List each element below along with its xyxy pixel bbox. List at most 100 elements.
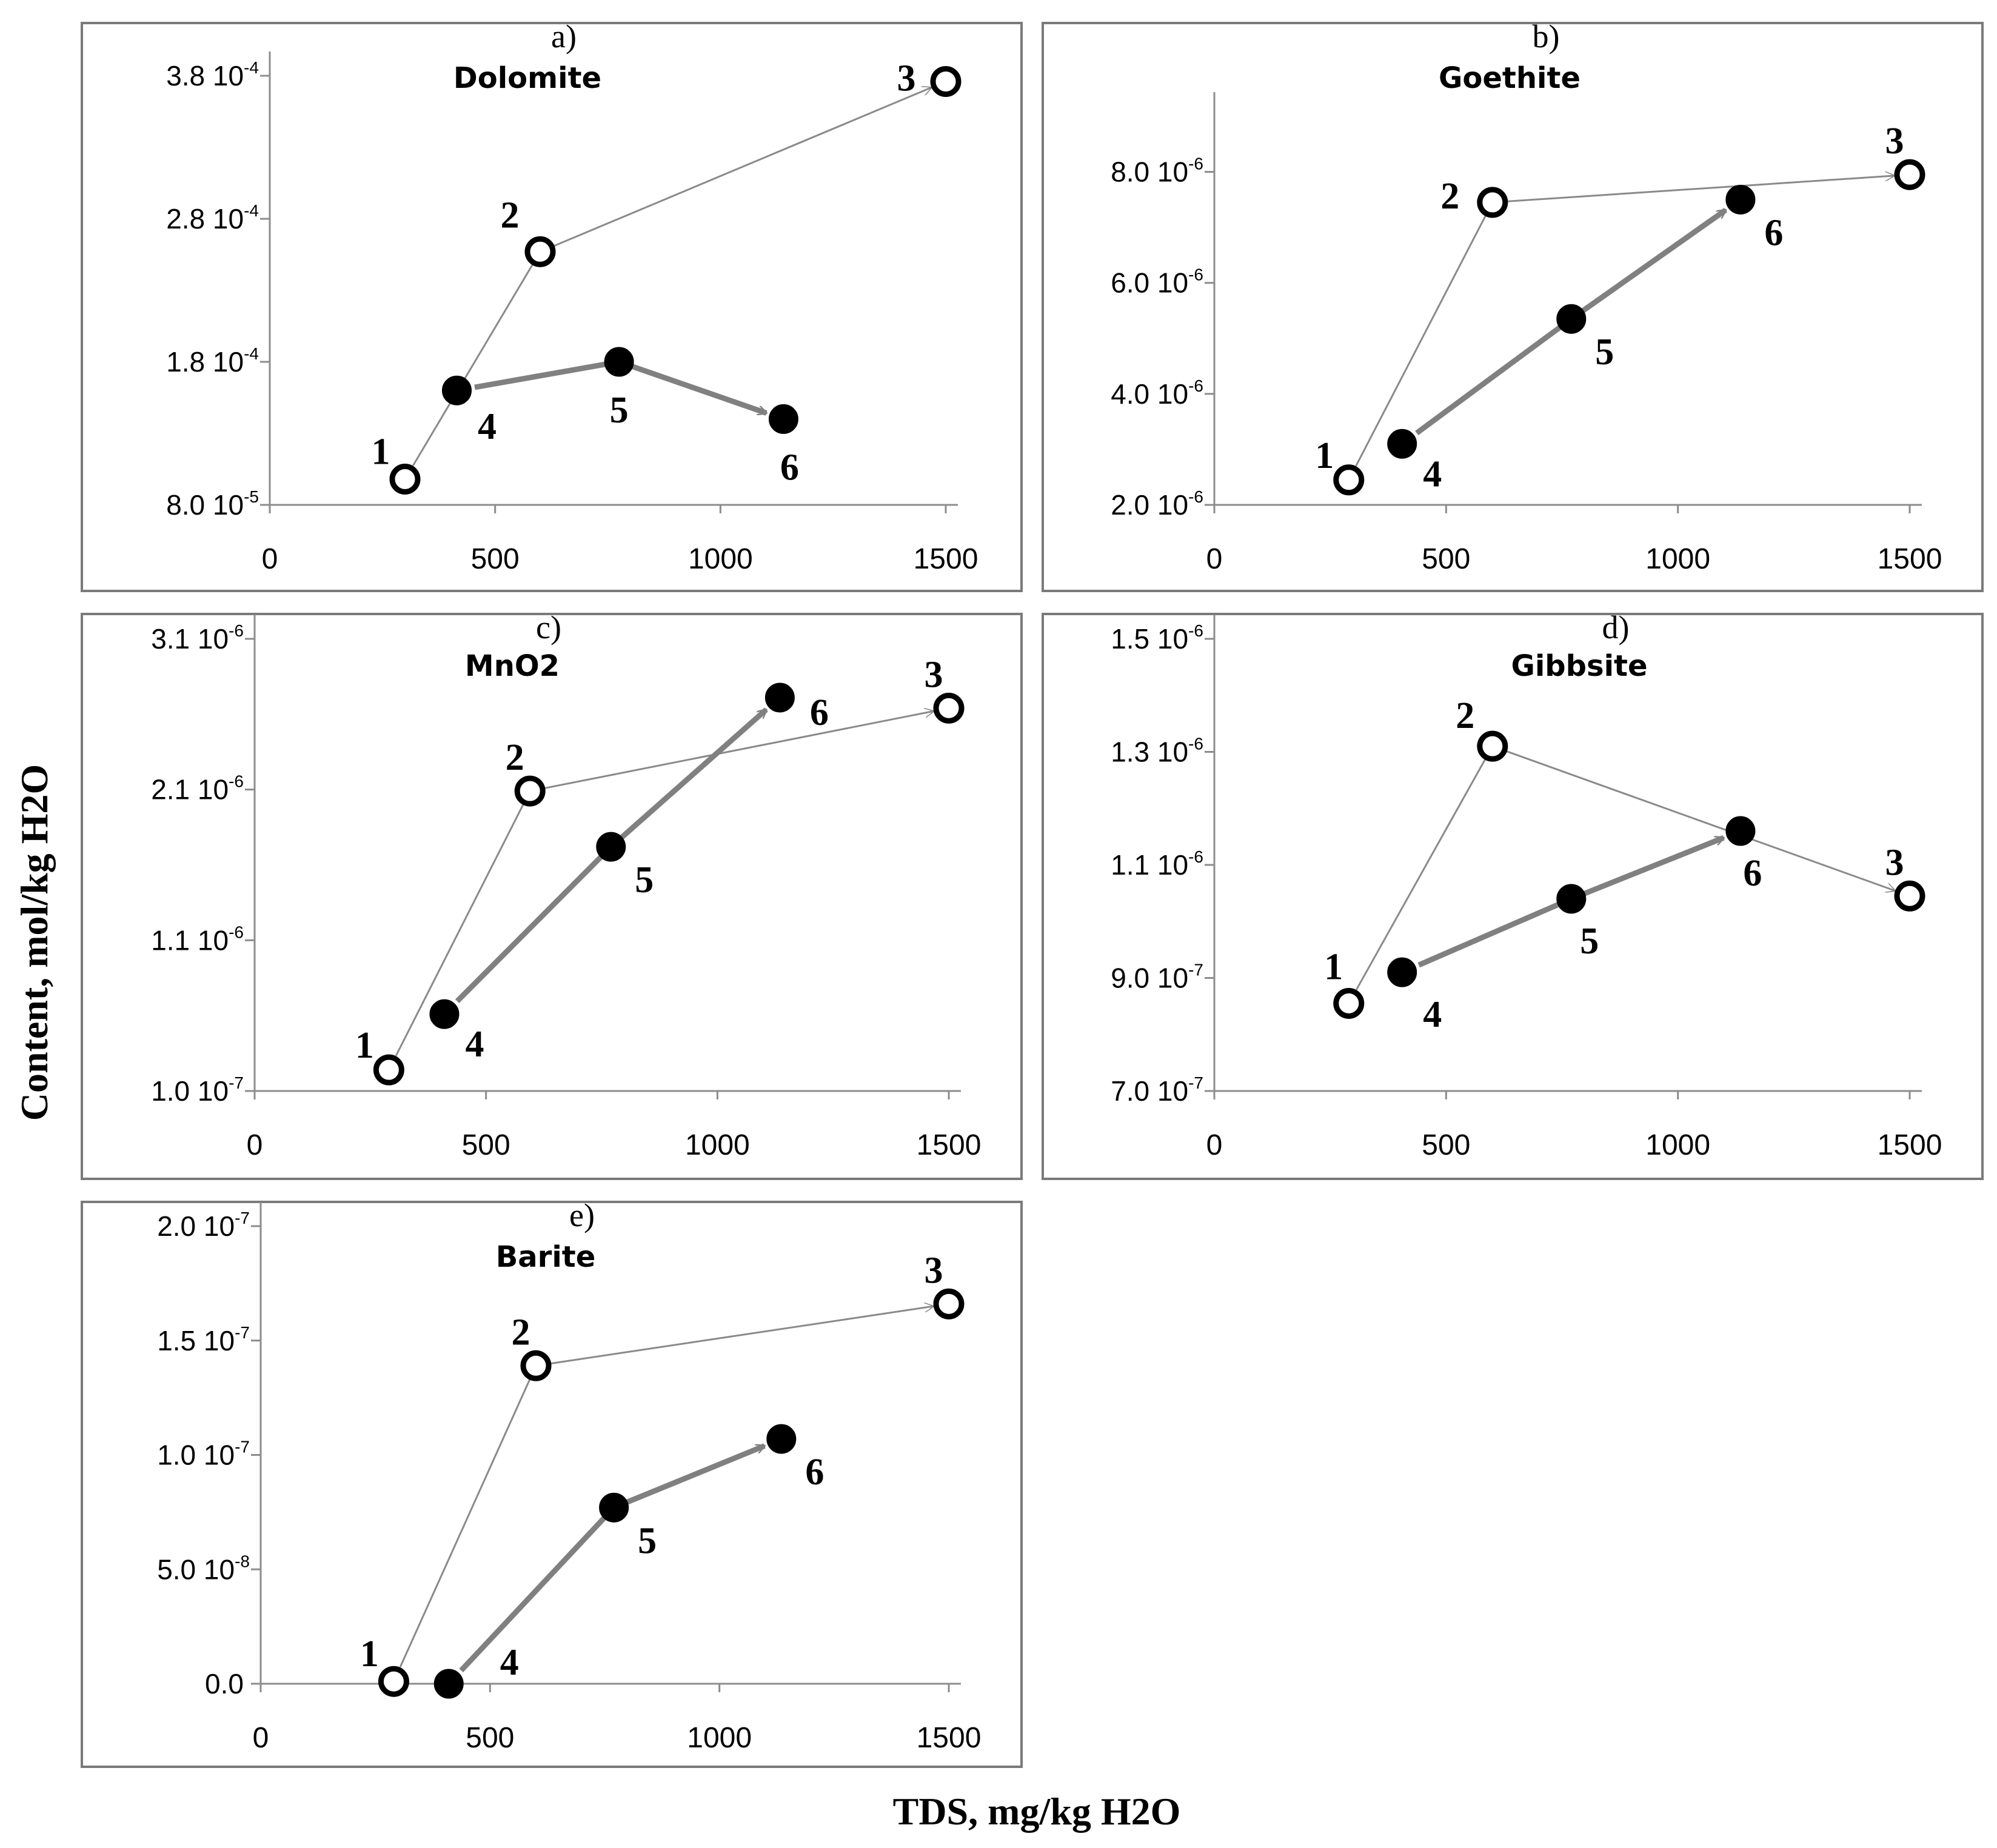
data-point-label-6: 6: [780, 447, 799, 488]
data-point-3: [1894, 159, 1925, 190]
data-point-label-1: 1: [1324, 946, 1343, 987]
data-point-2: [520, 1350, 552, 1381]
y-tick-label: 9.0 10-7: [1111, 961, 1203, 994]
chart-panel-barite: 0.0 5.0 10-8 1.0 10-7 1.5 10-7 2.0 10-7 0 500 1…: [81, 1197, 1023, 1768]
x-tick-label: 0: [1206, 1129, 1223, 1161]
data-point-label-3: 3: [925, 1250, 943, 1291]
y-tick-label: 1.1 10-6: [1111, 847, 1203, 881]
data-point-5: [1556, 884, 1587, 914]
data-point-label-5: 5: [635, 859, 654, 901]
panel-title: Barite: [496, 1240, 596, 1274]
y-tick-label: 1.3 10-6: [1111, 735, 1203, 768]
y-tick-label: 5.0 10-8: [157, 1552, 250, 1585]
y-tick-label: 8.0 10-5: [166, 487, 259, 521]
panel-letter: d): [1602, 609, 1630, 645]
data-point-3: [1894, 880, 1925, 912]
y-tick-label: 3.1 10-6: [151, 621, 244, 655]
data-point-6: [768, 404, 798, 434]
y-tick-label: 1.5 10-6: [1111, 621, 1203, 655]
data-point-1: [373, 1054, 404, 1086]
data-point-label-2: 2: [512, 1312, 530, 1353]
data-point-label-4: 4: [1423, 994, 1442, 1035]
chart-panel-gibbsite: 7.0 10-7 9.0 10-7 1.1 10-6 1.3 10-6 1.5 10-6…: [1042, 609, 1984, 1180]
data-point-label-2: 2: [506, 737, 524, 778]
x-tick-label: 1000: [1645, 1129, 1710, 1161]
data-point-6: [1725, 816, 1756, 846]
y-tick-label: 1.1 10-6: [151, 922, 244, 956]
data-point-4: [1387, 957, 1417, 987]
x-tick-label: 0: [253, 1722, 269, 1754]
x-tick-label: 1500: [917, 1129, 982, 1161]
y-tick-label: 2.0 10-7: [157, 1209, 250, 1242]
y-tick-label: 6.0 10-6: [1111, 265, 1203, 299]
panel-frame: [81, 22, 1023, 592]
panel-title: Dolomite: [453, 61, 601, 95]
data-point-label-5: 5: [638, 1520, 657, 1561]
data-point-3: [933, 692, 965, 724]
chart-panel-mno2: 1.0 10-7 1.1 10-6 2.1 10-6 3.1 10-6 0 500 1000…: [81, 609, 1023, 1180]
data-point-2: [524, 236, 556, 267]
data-point-label-3: 3: [925, 654, 943, 695]
chart-panel-goethite: 2.0 10-6 4.0 10-6 6.0 10-6 8.0 10-6 0 500 1000…: [1042, 18, 1984, 592]
x-axis-title: TDS, mg/kg H2O: [893, 1790, 1181, 1833]
data-point-label-6: 6: [805, 1452, 824, 1493]
y-tick-label: 3.8 10-4: [166, 58, 259, 92]
x-tick-label: 500: [471, 543, 520, 575]
x-tick-label: 500: [466, 1722, 514, 1754]
x-tick-label: 1500: [1878, 1129, 1942, 1161]
data-point-label-6: 6: [810, 692, 829, 733]
data-point-label-1: 1: [360, 1633, 379, 1675]
y-tick-label: 1.5 10-7: [157, 1323, 250, 1356]
data-point-1: [389, 464, 421, 495]
data-point-label-2: 2: [1440, 176, 1459, 217]
data-point-label-5: 5: [610, 390, 629, 431]
data-point-4: [441, 375, 472, 405]
data-point-label-1: 1: [355, 1025, 374, 1066]
data-point-label-3: 3: [1885, 121, 1904, 162]
panel-title: Goethite: [1439, 61, 1581, 95]
x-tick-label: 500: [1422, 1129, 1470, 1161]
y-tick-label: 1.8 10-4: [166, 344, 259, 378]
chart-panel-dolomite: 8.0 10-5 1.8 10-4 2.8 10-4 3.8 10-4 0 500 1000…: [81, 18, 1023, 592]
x-tick-label: 1000: [687, 1722, 752, 1754]
y-tick-label: 7.0 10-7: [1111, 1073, 1203, 1107]
panel-letter: a): [551, 18, 577, 55]
data-point-label-6: 6: [1764, 212, 1783, 253]
data-point-4: [429, 999, 460, 1029]
data-point-5: [1556, 304, 1587, 334]
data-point-label-3: 3: [1885, 842, 1904, 883]
data-point-1: [1333, 987, 1365, 1019]
x-tick-label: 1500: [917, 1722, 982, 1754]
data-point-label-4: 4: [500, 1642, 519, 1683]
data-point-label-4: 4: [465, 1024, 484, 1065]
x-tick-label: 1000: [685, 1129, 750, 1161]
data-point-label-2: 2: [1456, 695, 1474, 736]
data-point-1: [1333, 464, 1365, 496]
panel-frame: [1042, 22, 1984, 592]
data-point-5: [599, 1492, 629, 1523]
data-point-6: [766, 1424, 797, 1454]
data-point-3: [933, 1288, 965, 1319]
data-point-6: [764, 682, 795, 713]
data-point-6: [1725, 184, 1756, 215]
x-tick-label: 1500: [914, 543, 978, 575]
data-point-4: [1387, 429, 1417, 459]
data-point-5: [596, 832, 626, 862]
y-tick-label: 2.1 10-6: [151, 772, 244, 806]
x-tick-label: 1000: [1645, 543, 1710, 575]
panel-frame: [81, 1201, 1023, 1768]
data-point-label-4: 4: [1423, 453, 1442, 495]
y-tick-label: 1.0 10-7: [157, 1438, 250, 1471]
panels: 8.0 10-51.8 10-42.8 10-43.8 10-40 500 1000…: [81, 18, 1984, 1768]
y-tick-label: 1.0 10-7: [151, 1073, 244, 1107]
y-tick-label: 0.0: [205, 1668, 244, 1700]
y-tick-label: 2.8 10-4: [166, 201, 259, 235]
panel-title: Gibbsite: [1511, 649, 1647, 683]
data-point-label-5: 5: [1595, 332, 1614, 373]
x-tick-label: 0: [247, 1129, 263, 1161]
panel-letter: b): [1533, 18, 1560, 55]
panel-frame: [81, 613, 1023, 1180]
data-point-label-1: 1: [1315, 435, 1334, 476]
x-tick-label: 500: [1422, 543, 1470, 575]
